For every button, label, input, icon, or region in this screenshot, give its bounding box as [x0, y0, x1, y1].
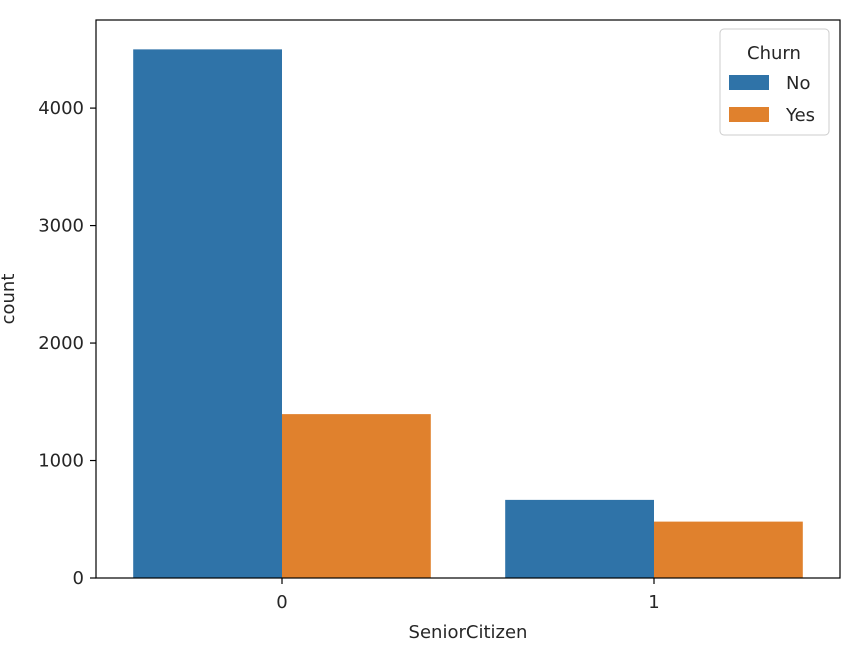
y-tick-label: 2000: [38, 333, 84, 354]
y-tick-label: 3000: [38, 216, 84, 237]
y-axis-ticks: 0 1000 2000 3000 4000: [38, 98, 96, 589]
bar-no-0: [133, 49, 282, 579]
y-tick-label: 4000: [38, 98, 84, 119]
legend-swatch-yes: [729, 107, 769, 122]
legend-items: No Yes: [729, 73, 815, 126]
bar-yes-1: [654, 521, 803, 578]
legend-label-yes: Yes: [785, 105, 815, 126]
y-axis-label: count: [0, 274, 19, 325]
y-tick-label: 0: [73, 568, 84, 589]
y-tick-label: 1000: [38, 451, 84, 472]
bar-no-1: [505, 499, 654, 578]
legend-label-no: No: [786, 73, 810, 94]
legend: Churn No Yes: [719, 28, 830, 136]
plot-frame: [95, 19, 841, 579]
bars-layer: [133, 49, 803, 579]
x-tick-label: 1: [648, 592, 659, 613]
bar-yes-0: [282, 414, 431, 578]
axes-layer: [95, 19, 841, 579]
x-axis-label: SeniorCitizen: [409, 622, 528, 643]
x-tick-label: 0: [276, 592, 287, 613]
legend-swatch-no: [729, 75, 769, 90]
legend-title: Churn: [747, 43, 801, 64]
